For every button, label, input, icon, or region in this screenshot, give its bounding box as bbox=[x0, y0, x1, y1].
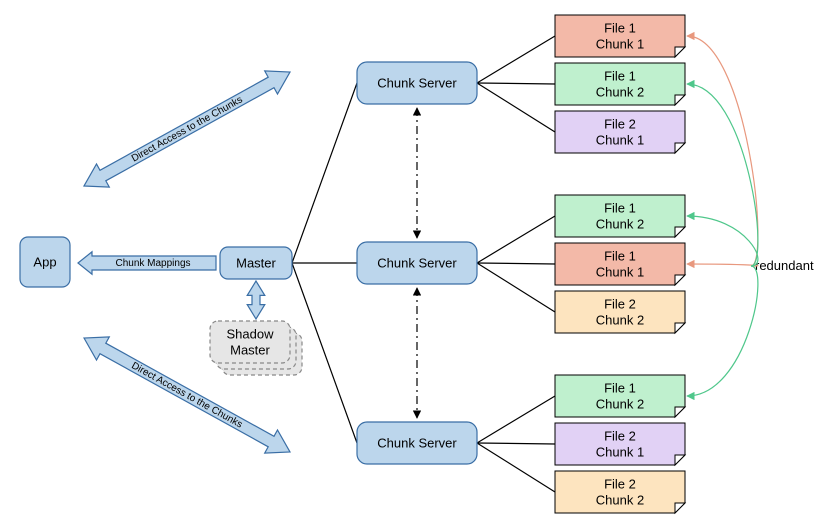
edge bbox=[477, 83, 555, 132]
node-master: Master bbox=[220, 247, 292, 279]
svg-text:File 2: File 2 bbox=[604, 296, 636, 311]
edge bbox=[477, 36, 555, 83]
svg-text:Chunk 1: Chunk 1 bbox=[596, 264, 644, 279]
redundant-edge bbox=[687, 216, 758, 266]
svg-text:Chunk Server: Chunk Server bbox=[377, 255, 457, 270]
node-cs1: Chunk Server bbox=[357, 62, 477, 104]
chunk-c21a: File 2Chunk 1 bbox=[555, 111, 685, 153]
svg-text:Chunk 2: Chunk 2 bbox=[596, 84, 644, 99]
svg-text:File 1: File 1 bbox=[604, 68, 636, 83]
node-cs3: Chunk Server bbox=[357, 422, 477, 464]
svg-text:Chunk Mappings: Chunk Mappings bbox=[115, 258, 190, 269]
svg-text:App: App bbox=[33, 254, 56, 269]
edge bbox=[477, 443, 555, 492]
svg-text:Chunk Server: Chunk Server bbox=[377, 435, 457, 450]
svg-text:Chunk 1: Chunk 1 bbox=[596, 444, 644, 459]
node-cs2: Chunk Server bbox=[357, 242, 477, 284]
edge bbox=[477, 216, 555, 263]
svg-text:File 2: File 2 bbox=[604, 428, 636, 443]
svg-text:File 1: File 1 bbox=[604, 248, 636, 263]
node-app: App bbox=[20, 237, 70, 287]
svg-text:Chunk 2: Chunk 2 bbox=[596, 396, 644, 411]
svg-text:Chunk 1: Chunk 1 bbox=[596, 132, 644, 147]
svg-text:Chunk 2: Chunk 2 bbox=[596, 312, 644, 327]
shadow-master: ShadowMaster bbox=[210, 321, 302, 375]
chunk-c12c: File 1Chunk 2 bbox=[555, 375, 685, 417]
chunk-c11a: File 1Chunk 1 bbox=[555, 15, 685, 57]
chunk-c22a: File 2Chunk 2 bbox=[555, 291, 685, 333]
edge bbox=[477, 396, 555, 443]
svg-text:Chunk Server: Chunk Server bbox=[377, 75, 457, 90]
svg-text:File 1: File 1 bbox=[604, 20, 636, 35]
svg-text:Chunk 2: Chunk 2 bbox=[596, 216, 644, 231]
redundant-edge bbox=[687, 36, 758, 266]
edge bbox=[477, 443, 555, 444]
svg-text:File 2: File 2 bbox=[604, 476, 636, 491]
arrow-chunk-mappings: Chunk Mappings bbox=[78, 252, 216, 274]
edge bbox=[477, 83, 555, 84]
edge bbox=[477, 263, 555, 264]
redundant-edge bbox=[687, 266, 758, 396]
chunk-c22b: File 2Chunk 2 bbox=[555, 471, 685, 513]
svg-text:File 1: File 1 bbox=[604, 200, 636, 215]
annotation-redundant: redundant bbox=[687, 36, 814, 396]
svg-text:Master: Master bbox=[236, 255, 276, 270]
svg-text:Master: Master bbox=[230, 342, 270, 357]
edge bbox=[477, 263, 555, 312]
chunk-c11b: File 1Chunk 1 bbox=[555, 243, 685, 285]
svg-text:File 2: File 2 bbox=[604, 116, 636, 131]
svg-text:File 1: File 1 bbox=[604, 380, 636, 395]
svg-text:Chunk 1: Chunk 1 bbox=[596, 36, 644, 51]
svg-text:Chunk 2: Chunk 2 bbox=[596, 492, 644, 507]
arrow-shadow-link bbox=[247, 281, 265, 319]
chunk-c21b: File 2Chunk 1 bbox=[555, 423, 685, 465]
arrow-direct-top-label: Direct Access to the Chunks bbox=[130, 94, 245, 164]
edge bbox=[292, 83, 357, 263]
redundant-label: redundant bbox=[755, 258, 814, 273]
redundant-edge bbox=[687, 264, 758, 266]
chunk-c12b: File 1Chunk 2 bbox=[555, 195, 685, 237]
svg-text:Shadow: Shadow bbox=[227, 326, 275, 341]
arrow-direct-top: Direct Access to the Chunks bbox=[84, 71, 290, 187]
chunk-c12a: File 1Chunk 2 bbox=[555, 63, 685, 105]
